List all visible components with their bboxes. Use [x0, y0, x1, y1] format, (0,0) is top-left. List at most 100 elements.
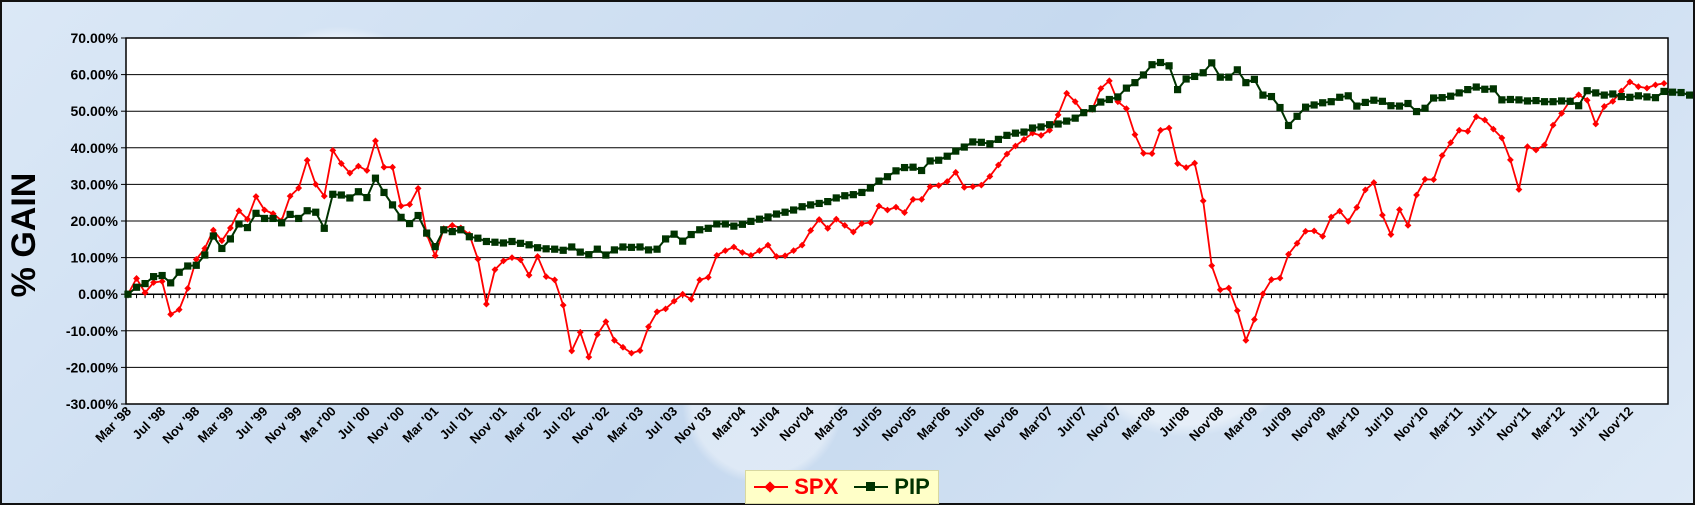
legend: SPX PIP — [745, 470, 939, 504]
data-point-pip — [286, 210, 294, 219]
data-point-pip — [696, 226, 704, 234]
legend-label-spx: SPX — [794, 474, 839, 499]
data-point-pip — [551, 245, 559, 253]
data-point-pip — [167, 279, 175, 287]
data-point-spx — [849, 228, 857, 236]
y-axis-label: % GAIN — [5, 173, 43, 298]
data-point-spx — [756, 247, 763, 255]
y-tick-label: -10.00% — [66, 323, 119, 339]
data-point-pip — [1387, 102, 1395, 110]
data-point-pip — [158, 271, 166, 280]
data-point-spx — [1037, 131, 1045, 139]
data-point-spx — [295, 184, 303, 192]
y-tick-label: 70.00% — [71, 30, 119, 46]
data-point-spx — [1609, 97, 1617, 105]
data-point-pip — [1250, 75, 1258, 83]
x-tick-label: Mar'12 — [1528, 404, 1567, 443]
data-point-spx — [1532, 146, 1540, 154]
data-point-pip — [252, 209, 260, 217]
data-point-spx — [1472, 113, 1480, 121]
data-point-pip — [653, 245, 661, 253]
data-point-spx — [1165, 124, 1173, 132]
data-point-spx — [1353, 204, 1361, 211]
data-point-pip — [542, 245, 550, 253]
data-point-pip — [1284, 121, 1293, 130]
legend-item-pip: PIP — [854, 474, 930, 500]
data-point-pip — [1523, 97, 1532, 105]
data-point-pip — [1404, 99, 1412, 108]
data-point-spx — [1404, 221, 1412, 229]
data-point-spx — [576, 328, 584, 336]
data-point-pip — [346, 194, 354, 202]
data-point-pip — [1148, 61, 1156, 69]
data-point-pip — [1199, 69, 1207, 77]
x-tick-label: Nov'11 — [1494, 404, 1534, 444]
data-point-pip — [704, 224, 712, 232]
data-point-spx — [739, 249, 746, 256]
data-point-pip — [295, 214, 303, 223]
data-point-pip — [440, 226, 448, 234]
data-point-spx — [1131, 131, 1139, 139]
data-point-pip — [1600, 91, 1608, 99]
data-point-pip — [312, 208, 320, 216]
data-point-spx — [653, 308, 661, 316]
data-point-spx — [1302, 227, 1309, 235]
data-point-pip — [721, 220, 729, 228]
data-point-spx — [235, 207, 243, 215]
data-point-spx — [1310, 227, 1318, 235]
data-point-spx — [491, 266, 499, 274]
data-point-pip — [414, 211, 422, 220]
data-point-pip — [815, 199, 823, 208]
data-point-pip — [832, 194, 840, 202]
data-point-spx — [1233, 307, 1241, 315]
data-point-spx — [875, 202, 883, 210]
data-point-spx — [209, 226, 217, 234]
x-tick-label: Nov'09 — [1288, 404, 1328, 444]
data-point-pip — [448, 228, 456, 236]
data-point-spx — [901, 209, 908, 216]
data-point-pip — [260, 214, 269, 223]
data-point-pip — [132, 283, 141, 291]
data-point-spx — [884, 206, 891, 214]
data-point-pip — [662, 235, 670, 243]
data-point-pip — [1233, 66, 1241, 74]
data-point-spx — [1652, 81, 1659, 89]
data-point-pip — [1319, 99, 1327, 107]
data-point-pip — [1447, 92, 1455, 100]
data-point-pip — [1225, 73, 1233, 81]
data-point-spx — [414, 185, 422, 192]
data-point-spx — [508, 254, 516, 261]
data-point-spx — [517, 256, 524, 264]
data-point-pip — [1182, 75, 1190, 83]
data-point-spx — [1643, 84, 1651, 92]
data-point-pip — [465, 233, 473, 241]
x-tick-label: Mar'05 — [812, 404, 851, 443]
y-tick-label: -30.00% — [66, 396, 119, 412]
data-point-spx — [1293, 239, 1301, 247]
data-point-spx — [1285, 250, 1292, 258]
data-point-spx — [1592, 120, 1600, 128]
data-point-spx — [1413, 191, 1420, 199]
data-point-pip — [380, 188, 388, 197]
data-point-spx — [1541, 141, 1548, 149]
data-point-pip — [960, 143, 968, 151]
x-tick-label: Nov'10 — [1391, 404, 1431, 444]
data-point-spx — [1276, 274, 1284, 282]
data-point-spx — [1344, 217, 1352, 225]
data-point-pip — [1370, 96, 1378, 104]
data-point-spx — [1379, 211, 1386, 219]
data-point-spx — [909, 196, 917, 203]
data-point-pip — [1583, 87, 1591, 95]
x-tick-label: Mar'10 — [1324, 404, 1363, 443]
data-point-spx — [320, 192, 328, 200]
data-point-pip — [1165, 62, 1173, 70]
data-point-pip — [918, 166, 926, 175]
data-point-spx — [483, 300, 490, 308]
data-point-pip — [713, 220, 721, 228]
data-point-pip — [1267, 92, 1276, 101]
data-point-pip — [363, 193, 371, 202]
data-point-spx — [807, 227, 815, 234]
data-point-pip — [534, 244, 542, 252]
data-point-spx — [184, 284, 192, 292]
